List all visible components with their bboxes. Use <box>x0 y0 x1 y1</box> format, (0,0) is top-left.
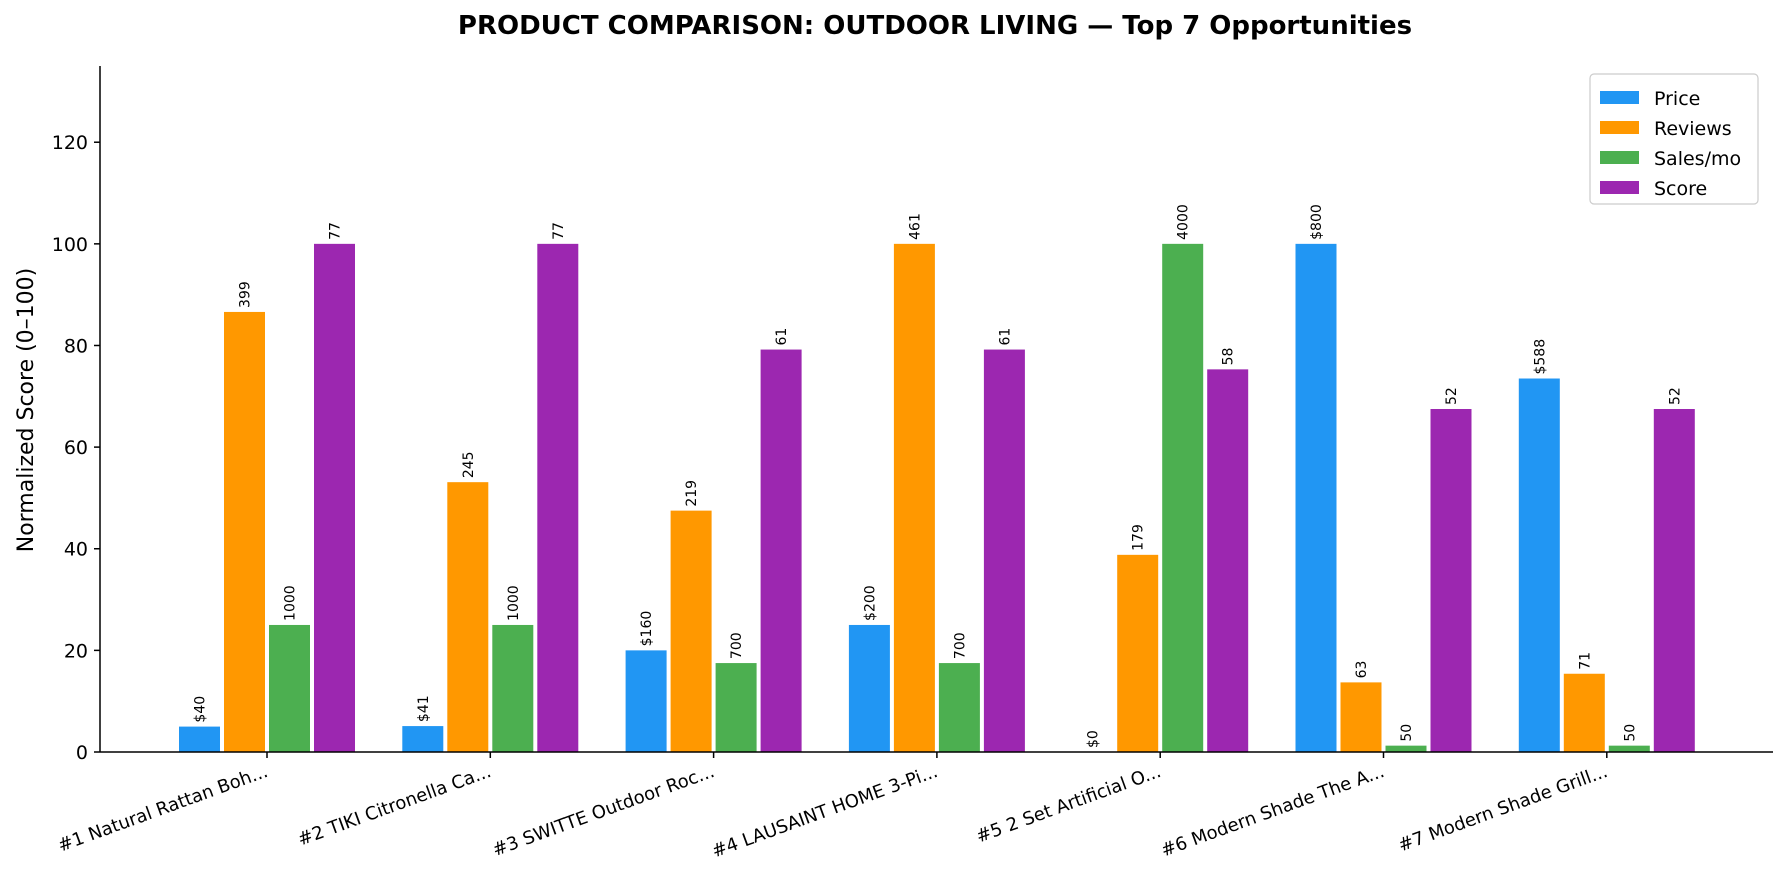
bar-score-3 <box>760 349 802 752</box>
x-tick-label: #5 2 Set Artificial O... <box>973 761 1163 847</box>
bar-value-label: 245 <box>461 451 477 478</box>
x-tick-label: #2 TIKI Citronella Ca... <box>295 761 494 851</box>
bar-sales-mo-3 <box>715 663 757 752</box>
bar-reviews-6 <box>1340 682 1382 752</box>
bar-reviews-1 <box>224 311 265 752</box>
bar-value-label: 61 <box>774 328 790 346</box>
bar-value-label: $160 <box>639 611 655 647</box>
bar-sales-mo-2 <box>492 624 534 752</box>
bar-reviews-3 <box>670 510 712 752</box>
bar-value-label: 71 <box>1577 652 1593 670</box>
bar-value-label: 52 <box>1667 387 1683 405</box>
bar-value-label: 700 <box>952 632 968 659</box>
bar-value-label: 461 <box>907 213 923 240</box>
bar-value-label: 4000 <box>1176 204 1192 240</box>
legend-label: Score <box>1654 178 1707 200</box>
bar-value-label: $588 <box>1532 339 1548 375</box>
bar-sales-mo-1 <box>269 624 310 752</box>
plot-area: $40399100077$41245100077$16021970061$200… <box>52 66 1773 862</box>
bar-value-label: 1000 <box>283 585 299 621</box>
legend-box <box>1589 73 1759 205</box>
x-tick-label: #6 Modern Shade The A... <box>1158 761 1387 861</box>
y-tick-label: 0 <box>76 742 88 764</box>
legend-label: Price <box>1654 88 1700 110</box>
bar-price-2 <box>402 726 444 752</box>
bar-value-label: 61 <box>997 328 1013 346</box>
bar-reviews-4 <box>893 243 935 752</box>
legend-swatch <box>1600 181 1639 194</box>
bar-value-label: 63 <box>1354 661 1370 679</box>
y-tick-label: 100 <box>52 234 88 256</box>
bar-value-label: 77 <box>328 222 344 240</box>
y-tick-label: 20 <box>64 640 88 662</box>
bar-value-label: 52 <box>1444 387 1460 405</box>
bar-value-label: 77 <box>551 222 567 240</box>
bar-value-label: 50 <box>1622 724 1638 742</box>
y-tick-label: 60 <box>64 437 88 459</box>
bar-value-label: $41 <box>416 695 432 722</box>
bar-value-label: $200 <box>862 585 878 621</box>
bar-value-label: $0 <box>1086 730 1102 748</box>
y-tick-label: 40 <box>64 539 88 561</box>
x-tick-label: #4 LAUSAINT HOME 3-Pi... <box>709 761 940 862</box>
legend: Price Reviews Sales/mo Score <box>1589 73 1759 205</box>
bar-value-label: 58 <box>1221 348 1237 366</box>
bar-value-label: 399 <box>238 281 254 308</box>
bar-score-1 <box>314 243 355 752</box>
bar-value-label: 219 <box>684 480 700 507</box>
bar-sales-mo-5 <box>1162 243 1204 752</box>
bar-score-7 <box>1653 409 1695 752</box>
legend-label: Sales/mo <box>1654 148 1741 170</box>
bar-value-label: $800 <box>1309 204 1325 240</box>
x-tick-label: #7 Modern Shade Grill... <box>1396 761 1611 856</box>
bar-sales-mo-6 <box>1385 745 1427 752</box>
legend-swatch <box>1600 151 1639 164</box>
bar-price-7 <box>1518 378 1560 752</box>
y-axis-label: Normalized Score (0–100) <box>14 268 39 553</box>
bar-sales-mo-4 <box>938 663 980 752</box>
bar-value-label: 50 <box>1399 724 1415 742</box>
bar-price-6 <box>1295 243 1337 752</box>
bar-reviews-7 <box>1563 673 1605 752</box>
bar-reviews-5 <box>1117 554 1159 752</box>
chart-title: PRODUCT COMPARISON: OUTDOOR LIVING — Top… <box>458 11 1412 41</box>
bar-score-6 <box>1430 409 1472 752</box>
bar-price-1 <box>179 726 220 752</box>
x-tick-label: #3 SWITTE Outdoor Roc... <box>490 761 718 861</box>
bar-score-4 <box>983 349 1025 752</box>
legend-swatch <box>1600 91 1639 104</box>
legend-label: Reviews <box>1654 118 1732 140</box>
bar-sales-mo-7 <box>1608 745 1650 752</box>
bar-score-2 <box>537 243 579 752</box>
bar-value-label: $40 <box>193 696 209 723</box>
bar-value-label: 1000 <box>506 585 522 621</box>
bar-price-3 <box>625 650 667 752</box>
y-tick-label: 120 <box>52 132 88 154</box>
bar-value-label: 179 <box>1131 524 1147 551</box>
y-tick-label: 80 <box>64 335 88 357</box>
bar-score-5 <box>1207 369 1249 752</box>
bar-reviews-2 <box>447 482 489 752</box>
bar-value-label: 700 <box>729 632 745 659</box>
legend-swatch <box>1600 121 1639 134</box>
x-tick-label: #1 Natural Rattan Boh... <box>55 761 271 857</box>
bar-price-4 <box>848 624 890 752</box>
